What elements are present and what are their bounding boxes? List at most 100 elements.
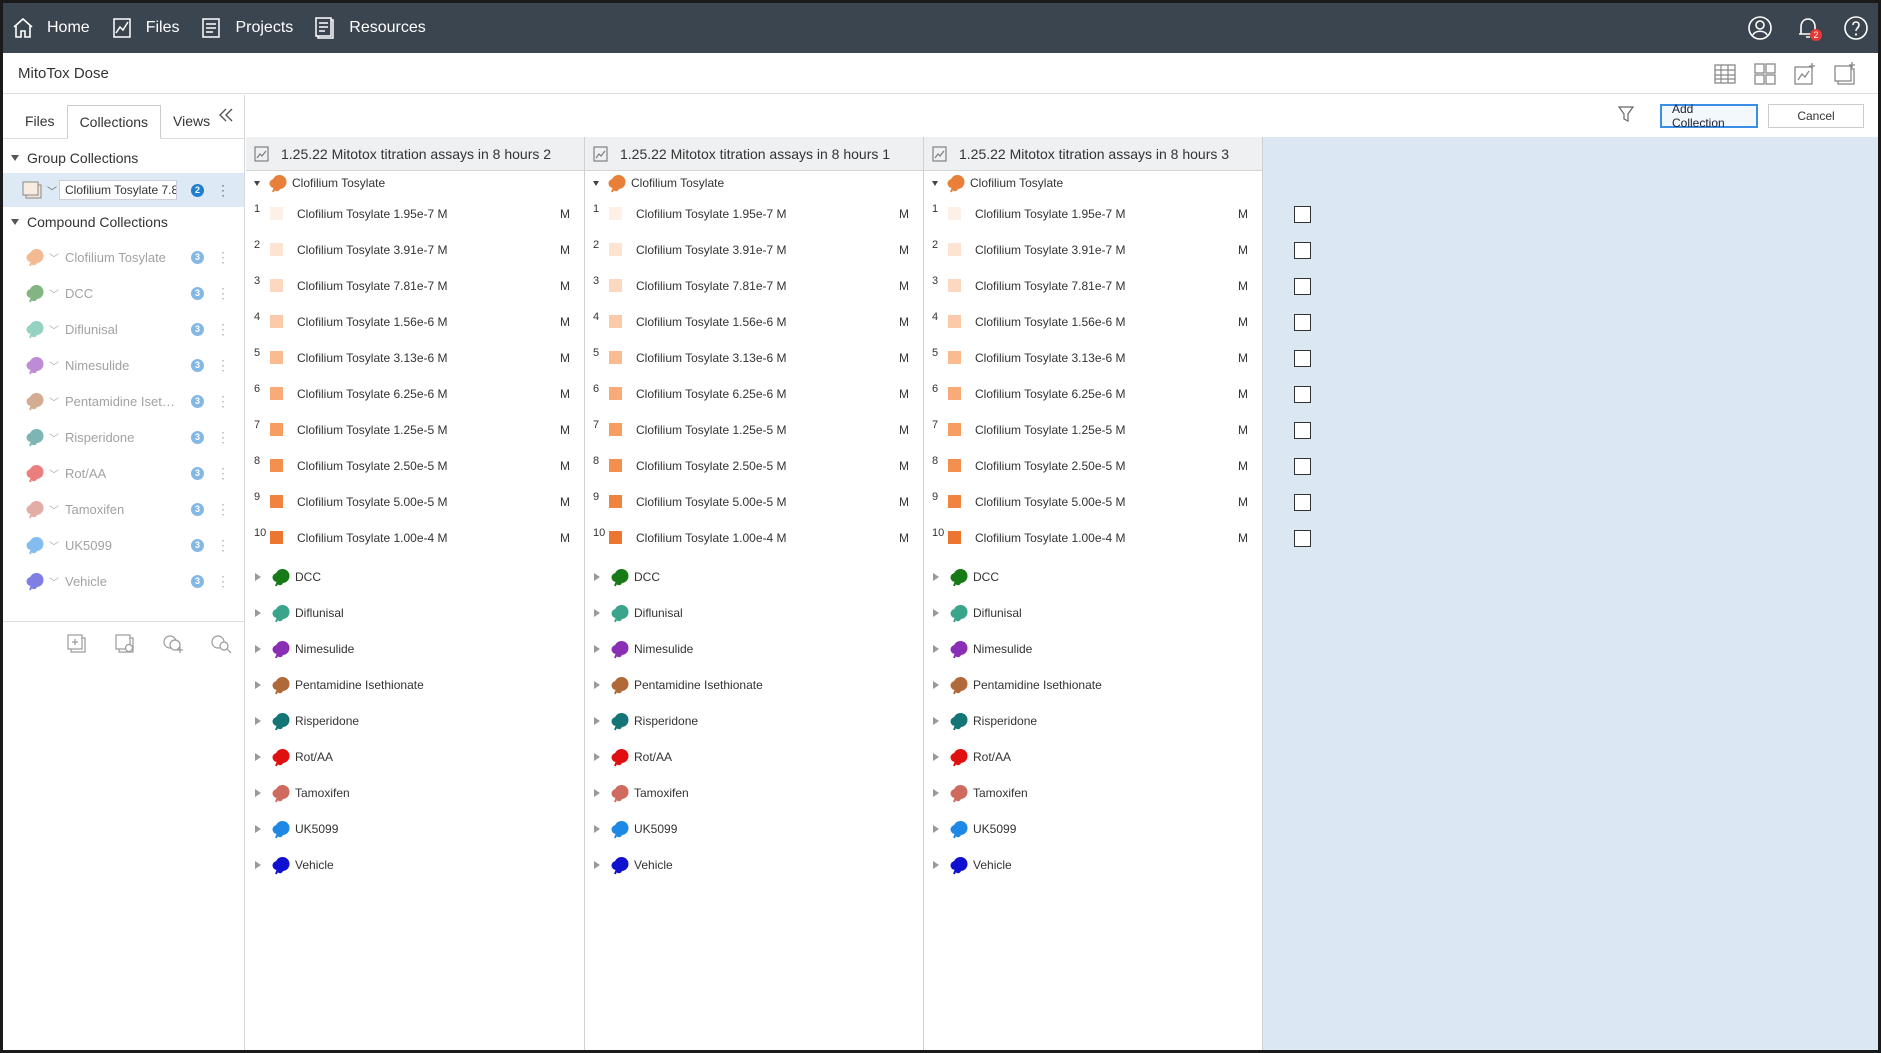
dose-row[interactable]: 7 Clofilium Tosylate 1.25e-5 M M — [246, 411, 633, 447]
chevron-down-icon[interactable]: ﹀ — [47, 186, 57, 198]
more-options-icon[interactable]: ⋮ — [216, 573, 230, 589]
group-collection-item[interactable]: ﹀ Clofilium Tosylate 7.8 2 ⋮ — [3, 173, 244, 207]
dose-row[interactable]: 1 Clofilium Tosylate 1.95e-7 M M — [585, 195, 972, 231]
compound-row[interactable]: DCC — [246, 559, 584, 595]
expand-triangle-icon[interactable] — [255, 825, 261, 833]
expand-triangle-icon[interactable] — [594, 645, 600, 653]
compound-row[interactable]: Diflunisal — [246, 595, 584, 631]
expand-triangle-icon[interactable] — [594, 609, 600, 617]
expand-triangle-icon[interactable] — [594, 681, 600, 689]
dose-row[interactable]: 4 Clofilium Tosylate 1.56e-6 M M — [585, 303, 972, 339]
compound-row[interactable]: Vehicle — [924, 847, 1262, 883]
dose-row[interactable]: 9 Clofilium Tosylate 5.00e-5 M M — [585, 483, 972, 519]
expanded-compound-header[interactable]: Clofilium Tosylate — [585, 171, 923, 195]
expand-triangle-icon[interactable] — [594, 861, 600, 869]
expand-triangle-icon[interactable] — [594, 789, 600, 797]
dose-row[interactable]: 8 Clofilium Tosylate 2.50e-5 M M — [246, 447, 633, 483]
dose-checkbox[interactable] — [1294, 314, 1311, 331]
expand-triangle-icon[interactable] — [594, 717, 600, 725]
compound-collection-item[interactable]: ﹀ Rot/AA 3 ⋮ — [3, 455, 244, 491]
expand-triangle-icon[interactable] — [933, 789, 939, 797]
compound-collection-item[interactable]: ﹀ UK5099 3 ⋮ — [3, 527, 244, 563]
dose-row[interactable]: 10 Clofilium Tosylate 1.00e-4 M M — [924, 519, 1311, 555]
expand-triangle-icon[interactable] — [255, 645, 261, 653]
compound-row[interactable]: Risperidone — [924, 703, 1262, 739]
more-options-icon[interactable]: ⋮ — [216, 429, 230, 445]
notifications-button[interactable]: 2 — [1792, 12, 1824, 44]
new-collection-button[interactable] — [64, 631, 90, 657]
more-options-icon[interactable]: ⋮ — [216, 501, 230, 517]
compound-collection-item[interactable]: ﹀ Nimesulide 3 ⋮ — [3, 347, 244, 383]
dose-row[interactable]: 2 Clofilium Tosylate 3.91e-7 M M — [246, 231, 633, 267]
expanded-compound-header[interactable]: Clofilium Tosylate — [246, 171, 584, 195]
cancel-button[interactable]: Cancel — [1768, 104, 1864, 128]
filter-button[interactable] — [1617, 105, 1635, 128]
more-options-icon[interactable]: ⋮ — [216, 321, 230, 337]
dose-row[interactable]: 8 Clofilium Tosylate 2.50e-5 M M — [585, 447, 972, 483]
compound-row[interactable]: Pentamidine Isethionate — [585, 667, 923, 703]
tab-files[interactable]: Files — [25, 113, 55, 129]
more-options-icon[interactable]: ⋮ — [216, 285, 230, 301]
compound-row[interactable]: DCC — [585, 559, 923, 595]
dose-checkbox[interactable] — [1294, 386, 1311, 403]
chevron-down-icon[interactable]: ﹀ — [49, 541, 59, 553]
dose-row[interactable]: 7 Clofilium Tosylate 1.25e-5 M M — [924, 411, 1311, 447]
expand-triangle-icon[interactable] — [933, 645, 939, 653]
compound-row[interactable]: Tamoxifen — [246, 775, 584, 811]
compound-row[interactable]: UK5099 — [246, 811, 584, 847]
chevron-down-icon[interactable]: ﹀ — [49, 289, 59, 301]
dose-checkbox[interactable] — [1294, 494, 1311, 511]
compound-row[interactable]: Vehicle — [585, 847, 923, 883]
chevron-down-icon[interactable]: ﹀ — [49, 577, 59, 589]
expand-triangle-icon[interactable] — [594, 825, 600, 833]
chevron-down-icon[interactable]: ﹀ — [49, 397, 59, 409]
compound-row[interactable]: Risperidone — [585, 703, 923, 739]
compound-collection-item[interactable]: ﹀ Diflunisal 3 ⋮ — [3, 311, 244, 347]
expand-triangle-icon[interactable] — [594, 753, 600, 761]
dose-row[interactable]: 5 Clofilium Tosylate 3.13e-6 M M — [585, 339, 972, 375]
nav-files[interactable]: Files — [102, 3, 192, 53]
compound-row[interactable]: Rot/AA — [924, 739, 1262, 775]
table-view-button[interactable] — [1710, 59, 1740, 89]
compound-collection-item[interactable]: ﹀ DCC 3 ⋮ — [3, 275, 244, 311]
nav-resources[interactable]: Resources — [305, 3, 437, 53]
expand-triangle-icon[interactable] — [933, 681, 939, 689]
compound-collection-item[interactable]: ﹀ Pentamidine Iseth... 3 ⋮ — [3, 383, 244, 419]
compound-row[interactable]: Nimesulide — [585, 631, 923, 667]
expand-triangle-icon[interactable] — [255, 789, 261, 797]
dose-row[interactable]: 9 Clofilium Tosylate 5.00e-5 M M — [924, 483, 1311, 519]
collapse-triangle-icon[interactable] — [254, 180, 260, 186]
expanded-compound-header[interactable]: Clofilium Tosylate — [924, 171, 1262, 195]
group-collections-header[interactable]: Group Collections — [3, 143, 244, 173]
compound-row[interactable]: UK5099 — [585, 811, 923, 847]
copy-collection-button[interactable] — [112, 631, 138, 657]
compound-row[interactable]: Pentamidine Isethionate — [246, 667, 584, 703]
more-options-icon[interactable]: ⋮ — [216, 249, 230, 265]
compound-row[interactable]: Risperidone — [246, 703, 584, 739]
dose-row[interactable]: 4 Clofilium Tosylate 1.56e-6 M M — [924, 303, 1311, 339]
dose-row[interactable]: 4 Clofilium Tosylate 1.56e-6 M M — [246, 303, 633, 339]
dose-row[interactable]: 10 Clofilium Tosylate 1.00e-4 M M — [246, 519, 633, 555]
compound-collection-item[interactable]: ﹀ Clofilium Tosylate 3 ⋮ — [3, 239, 244, 275]
dose-row[interactable]: 2 Clofilium Tosylate 3.91e-7 M M — [585, 231, 972, 267]
collapse-panel-button[interactable] — [218, 107, 234, 128]
more-options-icon[interactable]: ⋮ — [216, 393, 230, 409]
compound-collection-item[interactable]: ﹀ Risperidone 3 ⋮ — [3, 419, 244, 455]
add-compound-button[interactable] — [160, 631, 186, 657]
add-chart-button[interactable] — [1790, 59, 1820, 89]
dose-checkbox[interactable] — [1294, 422, 1311, 439]
account-button[interactable] — [1744, 12, 1776, 44]
dose-row[interactable]: 1 Clofilium Tosylate 1.95e-7 M M — [924, 195, 1311, 231]
search-compound-button[interactable] — [208, 631, 234, 657]
dose-row[interactable]: 5 Clofilium Tosylate 3.13e-6 M M — [924, 339, 1311, 375]
dose-checkbox[interactable] — [1294, 242, 1311, 259]
tab-views[interactable]: Views — [173, 113, 211, 129]
help-button[interactable] — [1840, 12, 1872, 44]
expand-triangle-icon[interactable] — [933, 717, 939, 725]
nav-home[interactable]: Home — [3, 3, 102, 53]
chevron-down-icon[interactable]: ﹀ — [49, 253, 59, 265]
dose-row[interactable]: 1 Clofilium Tosylate 1.95e-7 M M — [246, 195, 633, 231]
tab-collections[interactable]: Collections — [66, 105, 162, 139]
chevron-down-icon[interactable]: ﹀ — [49, 325, 59, 337]
add-collection-button[interactable]: Add Collection — [1660, 102, 1758, 130]
